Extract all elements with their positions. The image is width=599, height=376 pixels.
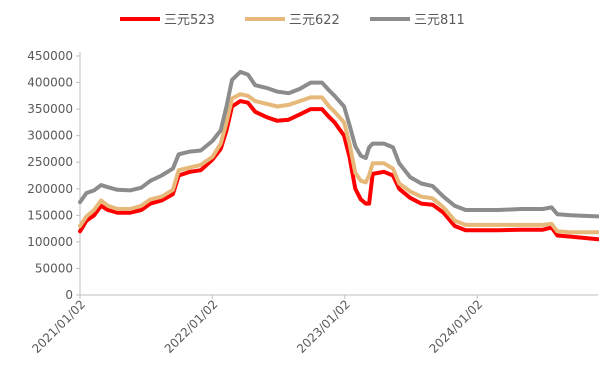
series-line-3 xyxy=(78,69,599,219)
legend: 三元523 三元622 三元811 xyxy=(120,13,465,28)
series-line-1 xyxy=(78,99,599,242)
legend-item-2: 三元622 xyxy=(245,13,340,28)
x-tick-label: 2021/01/02 xyxy=(29,297,88,356)
legend-label: 三元811 xyxy=(414,13,465,28)
y-tick-label: 300000 xyxy=(27,129,73,143)
legend-label: 三元622 xyxy=(289,13,340,28)
x-tick-label: 2022/01/02 xyxy=(162,297,221,356)
x-tick-label: 2023/01/02 xyxy=(294,297,353,356)
y-tick-label: 250000 xyxy=(27,155,73,169)
y-tick-label: 150000 xyxy=(27,208,73,222)
series-line-2 xyxy=(78,92,599,235)
y-tick-label: 350000 xyxy=(27,102,73,116)
legend-item-1: 三元523 xyxy=(120,13,215,28)
y-tick-label: 100000 xyxy=(27,235,73,249)
y-tick-label: 450000 xyxy=(27,49,73,63)
y-tick-label: 200000 xyxy=(27,182,73,196)
y-tick-label: 0 xyxy=(65,288,73,302)
x-tick-label: 2024/01/02 xyxy=(427,297,486,356)
y-axis: 0 50000 100000 150000 200000 250000 300000 3500… xyxy=(27,49,81,302)
y-tick-label: 50000 xyxy=(35,261,73,275)
series-layer xyxy=(78,69,599,242)
y-tick-label: 400000 xyxy=(27,76,73,90)
legend-label: 三元523 xyxy=(164,13,215,28)
x-axis: 2021/01/02 2022/01/02 2023/01/02 2024/01/02 xyxy=(29,294,598,356)
legend-item-3: 三元811 xyxy=(370,13,465,28)
